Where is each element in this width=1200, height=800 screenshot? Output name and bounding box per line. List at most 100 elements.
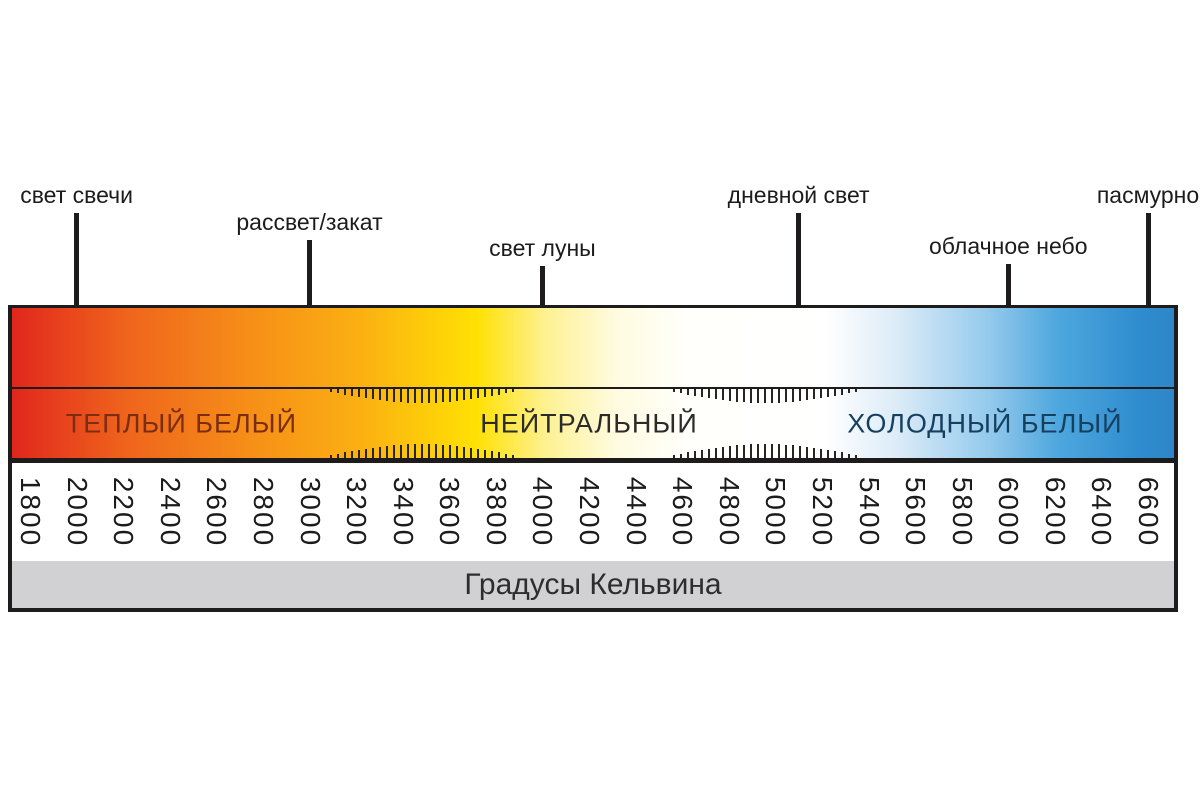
kelvin-tick-label: 6400 [1086,476,1118,548]
transition-tick [721,389,724,400]
transition-tick [421,444,424,458]
kelvin-tick-label-band: 1800 2000 2200 2400 2600 2800 3000 3200 3400 3600… [12,463,1174,561]
transition-tick [484,450,487,458]
transition-tick [407,389,410,403]
transition-tick [700,389,703,397]
transition-tick [372,389,375,399]
transition-tick [386,446,389,458]
zone-label-band: ТЕПЛЫЙ БЕЛЫЙ НЕЙТРАЛЬНЫЙ ХОЛОДНЫЙ БЕЛЫЙ [12,389,1174,458]
transition-tick [819,389,822,398]
transition-tick [763,389,766,403]
annotation-label: свет луны [489,235,596,261]
transition-tick [840,452,843,458]
transition-tick [386,389,389,401]
transition-tick [756,444,759,458]
kelvin-tick-label: 5000 [760,476,792,548]
transition-tick [679,389,682,393]
gradient-bottom-border [12,458,1174,463]
transition-tick [784,389,787,402]
chart-bottom-border [12,608,1174,612]
transition-tick [714,448,717,458]
transition-tick [812,448,815,458]
transition-tick [770,444,773,458]
transition-tick [400,445,403,458]
transition-tick [484,389,487,397]
zone-label: ХОЛОДНЫЙ БЕЛЫЙ [847,408,1123,438]
transition-tick [693,389,696,396]
transition-tick [756,389,759,403]
transition-tick [833,451,836,458]
kelvin-tick-label: 5600 [900,476,932,548]
transition-tick [463,447,466,458]
transition-tick [512,455,515,458]
kelvin-tick-label: 2800 [247,476,279,548]
kelvin-tick-label: 6600 [1133,476,1164,548]
annotation-label: облачное небо [929,233,1088,259]
annotation-label: пасмурно [1096,182,1200,208]
transition-tick [365,449,368,458]
transition-tick [742,445,745,458]
kelvin-tick-label: 4000 [527,476,559,548]
kelvin-tick-label: 3800 [480,476,512,548]
transition-tick [414,389,417,403]
transition-tick [812,389,815,399]
transition-tick [833,389,836,396]
kelvin-tick-label: 2200 [108,476,140,548]
transition-tick [435,444,438,458]
annotation-pointer-line [796,213,802,347]
kelvin-tick-label: 3400 [387,476,419,548]
kelvin-tick-label: 2600 [201,476,233,548]
transition-tick [735,445,738,458]
kelvin-axis-title: Градусы Кельвина [464,567,722,601]
transition-tick [721,447,724,458]
transition-tick [840,389,843,395]
transition-tick [428,444,431,458]
transition-tick [735,389,738,402]
kelvin-tick-label: 3600 [434,476,466,548]
transition-tick [337,389,340,393]
transition-tick [379,389,382,400]
transition-tick [798,389,801,401]
transition-tick [777,444,780,458]
transition-tick [700,450,703,458]
transition-tick [826,389,829,397]
transition-tick [414,444,417,458]
transition-tick [791,445,794,458]
kelvin-tick-label: 5200 [806,476,838,548]
transition-tick [330,389,333,392]
transition-tick [456,389,459,401]
annotation-label: дневной свет [727,182,870,208]
transition-tick [365,389,368,398]
transition-tick [358,389,361,397]
transition-tick [770,389,773,403]
annotation-label: рассвет/закат [236,209,383,235]
transition-tick [449,445,452,458]
kelvin-tick-label: 1800 [15,476,46,548]
kelvin-tick-label: 5400 [853,476,885,548]
transition-tick [498,452,501,458]
transition-tick [784,445,787,458]
annotation-pointer-line [307,240,312,347]
transition-tick [728,389,731,401]
transition-tick [791,389,794,402]
transition-tick [449,389,452,402]
transition-tick [491,389,494,396]
transition-tick [456,446,459,458]
transition-tick [400,389,403,402]
transition-tick [491,451,494,458]
transition-tick [847,454,850,458]
transition-tick [686,452,689,458]
transition-tick [505,389,508,393]
transition-tick [393,389,396,402]
annotation-pointer-line [1145,213,1151,347]
transition-tick [854,455,857,458]
transition-tick [819,449,822,458]
transition-tick [463,389,466,400]
transition-tick [351,389,354,396]
transition-tick [344,389,347,395]
transition-tick [728,446,731,458]
zone-label: ТЕПЛЫЙ БЕЛЫЙ [65,408,297,438]
annotation-pointer-line [74,213,80,347]
kelvin-tick-label: 4800 [713,476,745,548]
